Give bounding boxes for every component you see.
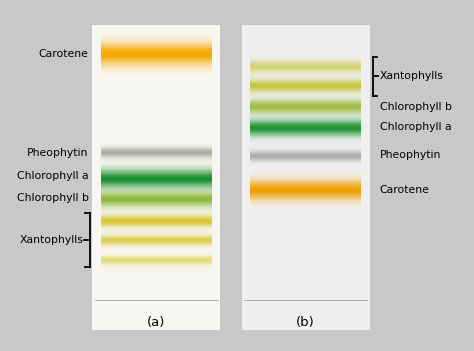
FancyBboxPatch shape — [92, 25, 220, 330]
Text: Carotene: Carotene — [380, 185, 429, 194]
Text: Pheophytin: Pheophytin — [27, 148, 89, 158]
Text: (a): (a) — [147, 316, 165, 329]
Text: Chlorophyll b: Chlorophyll b — [380, 102, 452, 112]
Text: Chlorophyll b: Chlorophyll b — [17, 193, 89, 203]
Text: Carotene: Carotene — [39, 49, 89, 59]
Text: Chlorophyll a: Chlorophyll a — [380, 122, 451, 132]
Text: Xantophylls: Xantophylls — [380, 71, 444, 81]
FancyBboxPatch shape — [242, 25, 370, 330]
Text: (b): (b) — [296, 316, 315, 329]
Text: Pheophytin: Pheophytin — [380, 150, 441, 160]
Text: Xantophylls: Xantophylls — [19, 235, 83, 245]
Text: Chlorophyll a: Chlorophyll a — [17, 171, 89, 181]
